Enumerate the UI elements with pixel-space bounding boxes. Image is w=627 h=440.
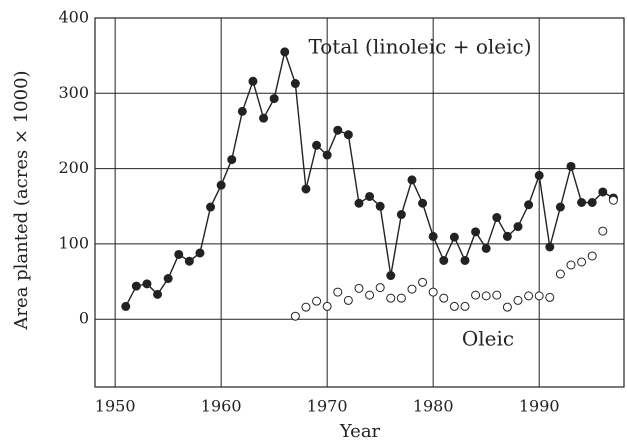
data-point — [587, 198, 597, 207]
data-point — [460, 301, 470, 311]
data-point — [608, 195, 618, 205]
data-point — [502, 302, 512, 312]
data-point — [524, 291, 534, 301]
data-point — [587, 251, 597, 261]
data-point — [333, 125, 343, 135]
data-point — [577, 257, 587, 267]
data-point — [174, 249, 184, 259]
data-point — [237, 106, 247, 116]
data-point — [439, 293, 449, 303]
data-point — [439, 255, 449, 265]
data-point — [545, 292, 555, 302]
data-point — [121, 301, 131, 311]
data-point — [153, 289, 163, 299]
annotation: Total (linoleic + oleic) — [308, 35, 531, 59]
y-tick-label: 200 — [58, 158, 89, 177]
x-tick-label: 1950 — [95, 397, 136, 416]
y-tick-label: 400 — [58, 8, 89, 27]
data-point — [534, 291, 544, 301]
data-point — [312, 296, 322, 306]
data-point — [513, 222, 523, 232]
data-point — [131, 281, 141, 291]
data-point — [142, 279, 152, 289]
data-point — [566, 260, 576, 270]
data-point — [396, 293, 406, 303]
data-point — [471, 290, 481, 300]
data-point — [534, 170, 544, 180]
data-point — [375, 201, 385, 211]
y-tick-label: 0 — [79, 309, 89, 328]
data-point — [333, 287, 343, 297]
y-axis-label: Area planted (acres × 1000) — [11, 70, 32, 330]
data-point — [386, 293, 396, 303]
data-point — [386, 271, 396, 281]
x-tick-label: 1980 — [413, 397, 454, 416]
data-point — [481, 243, 491, 253]
data-point — [365, 191, 375, 201]
data-point — [206, 202, 216, 212]
data-point — [428, 231, 438, 241]
data-point — [418, 277, 428, 287]
x-tick-label: 1990 — [519, 397, 560, 416]
data-point — [195, 248, 205, 258]
data-point — [449, 301, 459, 311]
data-point — [471, 227, 481, 237]
data-point — [418, 198, 428, 208]
data-point — [354, 198, 364, 208]
data-point — [598, 187, 608, 197]
x-axis-label: Year — [339, 421, 381, 440]
data-point — [216, 180, 226, 190]
data-point — [227, 155, 237, 165]
data-point — [428, 287, 438, 297]
data-point — [513, 295, 523, 305]
data-point — [301, 302, 311, 312]
data-point — [577, 198, 587, 207]
y-tick-label: 100 — [58, 233, 89, 252]
annotation: Oleic — [462, 327, 514, 351]
data-point — [502, 231, 512, 241]
data-point — [290, 311, 300, 321]
data-point — [598, 226, 608, 236]
data-point — [343, 295, 353, 305]
data-point — [365, 290, 375, 300]
data-point — [407, 284, 417, 294]
data-point — [269, 94, 279, 104]
data-point — [354, 283, 364, 293]
data-point — [375, 283, 385, 293]
data-point — [322, 150, 332, 160]
data-point — [566, 161, 576, 171]
data-point — [555, 269, 565, 279]
x-tick-label: 1960 — [201, 397, 242, 416]
data-point — [322, 301, 332, 311]
data-point — [301, 184, 311, 194]
data-point — [449, 232, 459, 242]
data-point — [481, 291, 491, 301]
x-tick-label: 1970 — [307, 397, 348, 416]
data-point — [555, 202, 565, 212]
data-point — [492, 213, 502, 223]
data-point — [492, 290, 502, 300]
data-point — [248, 76, 258, 86]
data-point — [259, 113, 269, 123]
data-point — [343, 130, 353, 140]
data-point — [524, 200, 534, 210]
data-point — [407, 175, 417, 185]
data-point — [396, 210, 406, 220]
data-point — [184, 256, 194, 266]
data-point — [460, 255, 470, 265]
data-point — [312, 140, 322, 150]
data-point — [290, 79, 300, 89]
data-point — [545, 242, 555, 252]
data-point — [280, 47, 290, 57]
y-tick-label: 300 — [58, 83, 89, 102]
data-point — [163, 274, 173, 284]
